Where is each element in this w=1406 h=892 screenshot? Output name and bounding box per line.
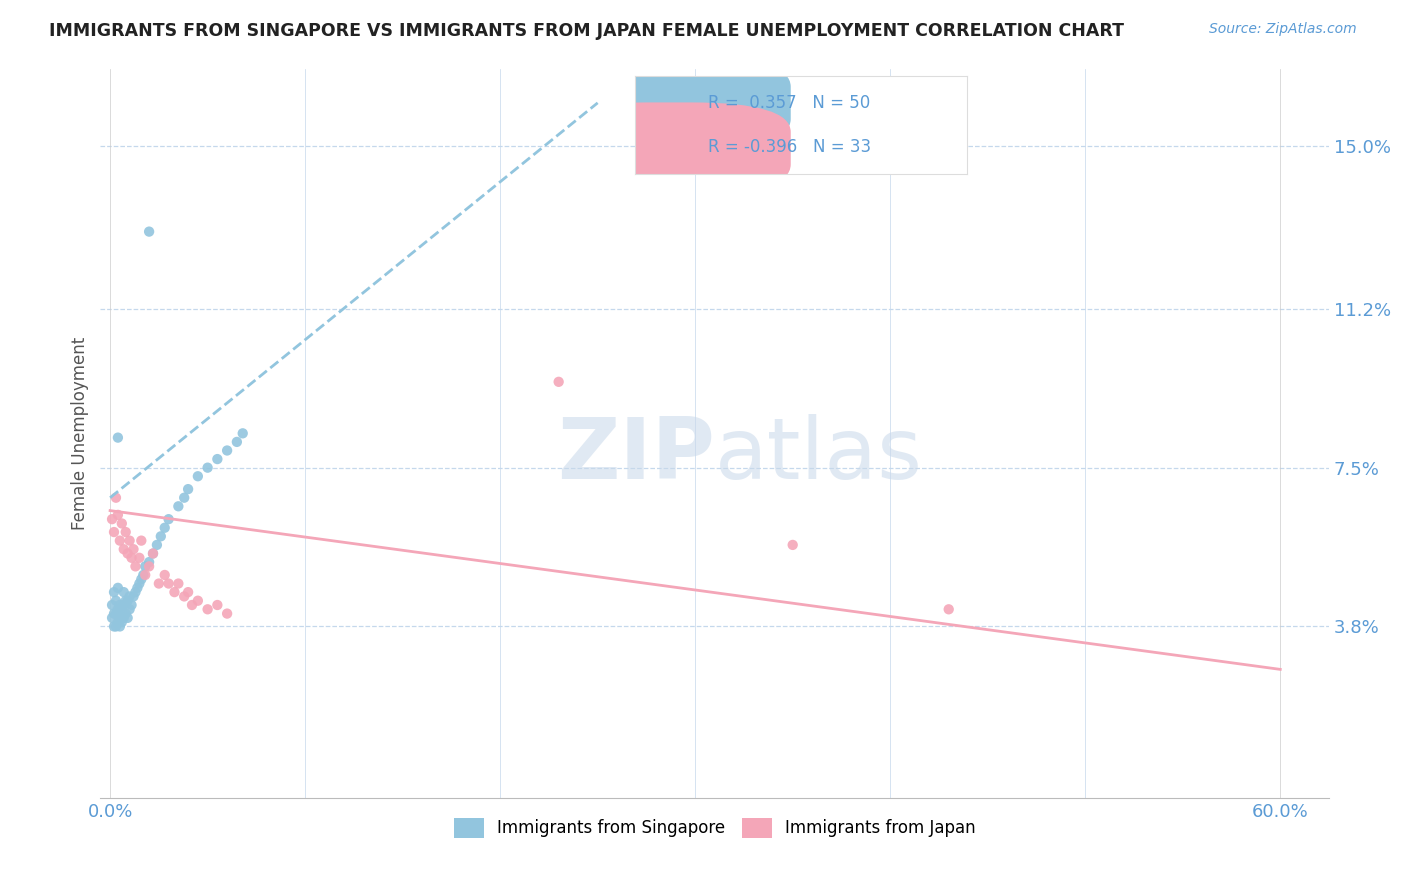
Point [107, 508, 129, 522]
Point [103, 607, 125, 621]
Point [134, 568, 156, 582]
Point [108, 611, 131, 625]
Point [157, 512, 180, 526]
Point [112, 585, 135, 599]
Point [118, 533, 141, 548]
Point [107, 431, 129, 445]
Point [114, 593, 136, 607]
Point [207, 598, 229, 612]
Point [121, 598, 143, 612]
Point [177, 482, 200, 496]
Point [138, 559, 160, 574]
Point [104, 491, 127, 505]
Point [207, 452, 229, 467]
Point [107, 581, 129, 595]
Point [181, 598, 204, 612]
Text: atlas: atlas [714, 414, 922, 497]
Point [131, 533, 153, 548]
Point [149, 529, 172, 543]
Point [111, 602, 134, 616]
Point [104, 619, 127, 633]
Point [101, 598, 124, 612]
Point [167, 500, 190, 514]
Point [173, 491, 195, 505]
Point [124, 559, 146, 574]
Point [153, 568, 176, 582]
Point [142, 547, 165, 561]
Point [118, 590, 141, 604]
Point [124, 585, 146, 599]
Point [187, 593, 209, 607]
Y-axis label: Female Unemployment: Female Unemployment [72, 336, 89, 530]
Point [104, 593, 127, 607]
Point [107, 602, 129, 616]
Point [111, 516, 134, 531]
Point [118, 602, 141, 616]
Point [121, 550, 143, 565]
Text: Source: ZipAtlas.com: Source: ZipAtlas.com [1209, 22, 1357, 37]
Point [146, 538, 169, 552]
Point [112, 611, 135, 625]
Legend: Immigrants from Singapore, Immigrants from Japan: Immigrants from Singapore, Immigrants fr… [447, 811, 983, 845]
Point [173, 590, 195, 604]
Point [107, 615, 129, 630]
Point [163, 585, 186, 599]
Point [112, 542, 135, 557]
Point [108, 619, 131, 633]
Point [197, 602, 219, 616]
Point [122, 590, 145, 604]
Point [938, 602, 960, 616]
Point [547, 375, 569, 389]
Point [131, 572, 153, 586]
Point [127, 581, 149, 595]
Point [111, 615, 134, 630]
Point [101, 611, 124, 625]
Point [117, 593, 139, 607]
Point [187, 469, 209, 483]
Point [128, 550, 150, 565]
Point [167, 576, 190, 591]
Point [157, 576, 180, 591]
Point [117, 611, 139, 625]
Point [117, 547, 139, 561]
Point [142, 547, 165, 561]
Point [134, 559, 156, 574]
Point [132, 568, 155, 582]
Point [114, 607, 136, 621]
Point [101, 512, 124, 526]
Point [138, 225, 160, 239]
Point [217, 443, 239, 458]
Point [103, 619, 125, 633]
Point [128, 576, 150, 591]
Point [232, 426, 254, 441]
Point [104, 607, 127, 621]
Point [122, 542, 145, 557]
Point [108, 598, 131, 612]
Point [148, 576, 170, 591]
Point [103, 524, 125, 539]
Point [108, 533, 131, 548]
Text: ZIP: ZIP [557, 414, 714, 497]
Point [177, 585, 200, 599]
Point [225, 434, 247, 449]
Point [103, 585, 125, 599]
Point [138, 555, 160, 569]
Text: IMMIGRANTS FROM SINGAPORE VS IMMIGRANTS FROM JAPAN FEMALE UNEMPLOYMENT CORRELATI: IMMIGRANTS FROM SINGAPORE VS IMMIGRANTS … [49, 22, 1125, 40]
Point [197, 460, 219, 475]
Point [114, 524, 136, 539]
Point [782, 538, 804, 552]
Point [217, 607, 239, 621]
Point [112, 598, 135, 612]
Point [153, 521, 176, 535]
